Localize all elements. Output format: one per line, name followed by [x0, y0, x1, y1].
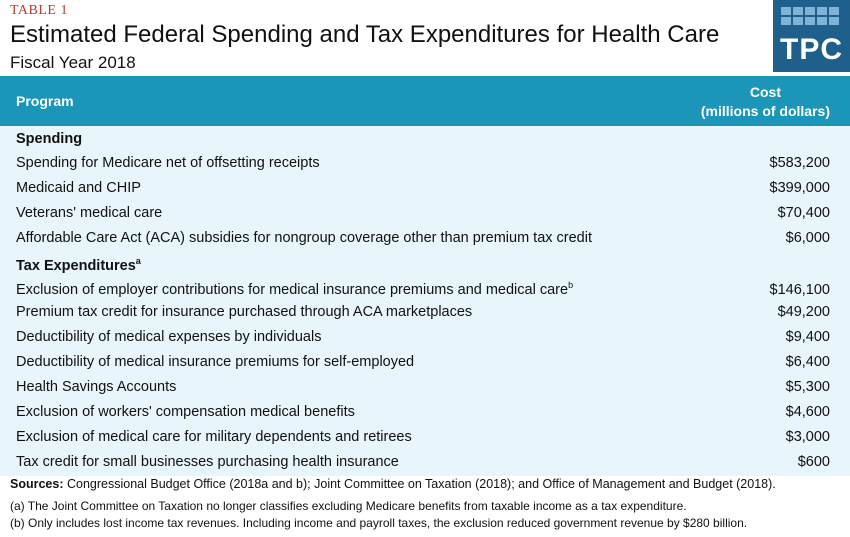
- row-label: Premium tax credit for insurance purchas…: [16, 304, 473, 320]
- row-value: $5,300: [785, 379, 830, 395]
- logo-text: TPC: [780, 33, 843, 66]
- sources-label: Sources:: [10, 477, 64, 491]
- row-value: $4,600: [785, 404, 830, 420]
- table-row: Deductibility of medical insurance premi…: [16, 350, 830, 375]
- table-body: [0, 126, 850, 476]
- sources-text: Congressional Budget Office (2018a and b…: [63, 477, 776, 491]
- section-heading-tax-expenditures: Tax Expendituresa: [16, 256, 141, 275]
- table-row: Deductibility of medical expenses by ind…: [16, 325, 830, 350]
- page-subtitle: Fiscal Year 2018: [10, 53, 136, 72]
- header-program: Program: [16, 93, 74, 109]
- table-row: Medicaid and CHIP $399,000: [16, 176, 830, 201]
- tpc-grid-logo-icon: [781, 7, 842, 25]
- row-value: $6,400: [785, 354, 830, 370]
- row-label: Veterans' medical care: [16, 205, 163, 221]
- row-label: Affordable Care Act (ACA) subsidies for …: [16, 230, 592, 246]
- footnote-b: (b) Only includes lost income tax revenu…: [10, 516, 748, 530]
- row-value: $70,400: [777, 205, 830, 221]
- table-row: Veterans' medical care $70,400: [16, 201, 830, 226]
- sources-note: Sources: Congressional Budget Office (20…: [10, 477, 776, 491]
- row-value: $9,400: [785, 329, 830, 345]
- row-label: Deductibility of medical expenses by ind…: [16, 329, 322, 345]
- row-value: $583,200: [769, 155, 830, 171]
- footnote-marker-a: a: [135, 256, 141, 266]
- table-row: Premium tax credit for insurance purchas…: [16, 300, 830, 325]
- table-label: TABLE 1: [10, 3, 68, 18]
- table-row: Health Savings Accounts $5,300: [16, 375, 830, 400]
- row-label: Exclusion of employer contributions for …: [16, 282, 569, 298]
- row-label: Spending for Medicare net of offsetting …: [16, 155, 320, 171]
- table-row: Exclusion of medical care for military d…: [16, 425, 830, 450]
- row-label: Exclusion of medical care for military d…: [16, 429, 412, 445]
- tpc-logo: TPC: [773, 0, 850, 72]
- row-label: Health Savings Accounts: [16, 379, 177, 395]
- row-value: $600: [797, 454, 830, 470]
- header-cost: Cost (millions of dollars): [701, 83, 830, 121]
- section-heading-spending: Spending: [16, 131, 83, 147]
- footnote-marker-b: b: [568, 280, 574, 290]
- row-value: $3,000: [785, 429, 830, 445]
- page-title: Estimated Federal Spending and Tax Expen…: [10, 21, 720, 48]
- row-label: Exclusion of workers' compensation medic…: [16, 404, 355, 420]
- table-header: Program Cost (millions of dollars): [0, 76, 850, 126]
- table-row: Spending for Medicare net of offsetting …: [16, 151, 830, 176]
- row-label: Tax credit for small businesses purchasi…: [16, 454, 399, 470]
- row-label: Medicaid and CHIP: [16, 180, 141, 196]
- header-cost-line1: Cost: [749, 84, 781, 100]
- header-cost-line2: (millions of dollars): [700, 103, 830, 119]
- table-row: Tax credit for small businesses purchasi…: [16, 450, 830, 475]
- row-value: $6,000: [785, 230, 830, 246]
- row-value: $49,200: [777, 304, 830, 320]
- table-row: Exclusion of employer contributions for …: [16, 278, 830, 303]
- table-row: Exclusion of workers' compensation medic…: [16, 400, 830, 425]
- row-label: Deductibility of medical insurance premi…: [16, 354, 415, 370]
- table-row: Affordable Care Act (ACA) subsidies for …: [16, 226, 830, 251]
- row-value: $146,100: [769, 282, 830, 298]
- row-value: $399,000: [769, 180, 830, 196]
- footnote-a: (a) The Joint Committee on Taxation no l…: [10, 499, 687, 513]
